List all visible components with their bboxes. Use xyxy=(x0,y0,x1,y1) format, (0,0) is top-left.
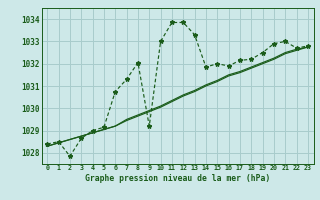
X-axis label: Graphe pression niveau de la mer (hPa): Graphe pression niveau de la mer (hPa) xyxy=(85,174,270,183)
